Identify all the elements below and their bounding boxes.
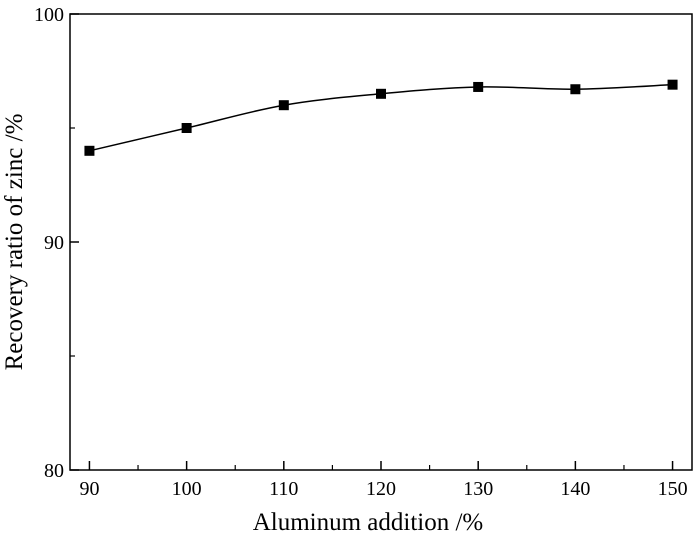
y-tick-label: 90 [44,232,64,254]
data-point-marker [84,145,95,156]
data-point-marker [278,100,289,111]
labels-layer: 90 100 110 120 130 140 150 80 90 100 [34,4,688,500]
x-tick-label: 100 [172,478,202,500]
ticks-layer [70,13,674,471]
x-tick-label: 120 [366,478,396,500]
x-axis-title: Aluminum addition /% [253,509,484,536]
series-layer [84,79,678,156]
x-tick-label: 90 [79,478,99,500]
data-point-marker [473,81,484,92]
x-tick-label: 110 [269,478,298,500]
data-point-marker [570,84,581,95]
y-axis-title: Recovery ratio of zinc /% [1,114,28,371]
x-tick-label: 130 [463,478,493,500]
plot-frame [69,13,693,471]
data-point-marker [667,79,678,90]
data-point-marker [181,123,192,133]
y-tick-label: 80 [44,460,64,482]
x-tick-label: 140 [560,478,590,500]
data-point-marker [376,88,386,99]
x-tick-label: 150 [658,478,688,500]
y-tick-label: 100 [34,4,64,26]
